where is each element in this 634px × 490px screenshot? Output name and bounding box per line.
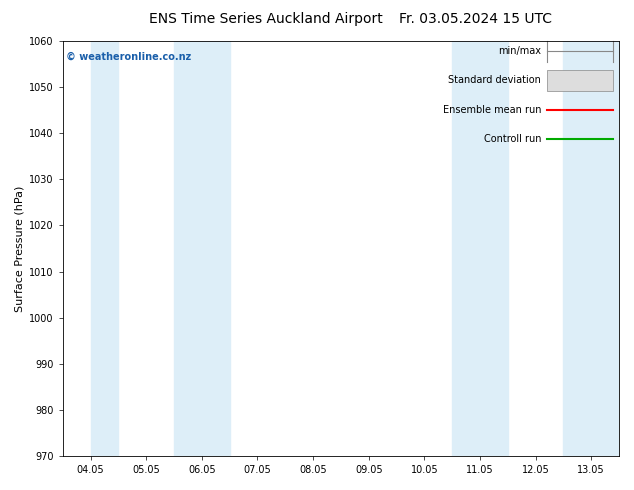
Text: min/max: min/max bbox=[498, 47, 541, 56]
Bar bbox=[452, 41, 508, 456]
Bar bbox=[619, 41, 634, 456]
Text: ENS Time Series Auckland Airport: ENS Time Series Auckland Airport bbox=[150, 12, 383, 26]
Bar bbox=[564, 41, 619, 456]
Text: Fr. 03.05.2024 15 UTC: Fr. 03.05.2024 15 UTC bbox=[399, 12, 552, 26]
Bar bbox=[91, 41, 119, 456]
Y-axis label: Surface Pressure (hPa): Surface Pressure (hPa) bbox=[15, 185, 25, 312]
Text: Ensemble mean run: Ensemble mean run bbox=[443, 104, 541, 115]
Bar bbox=[547, 70, 614, 91]
Bar bbox=[174, 41, 230, 456]
Text: Controll run: Controll run bbox=[484, 134, 541, 144]
Text: © weatheronline.co.nz: © weatheronline.co.nz bbox=[65, 51, 191, 61]
Text: Standard deviation: Standard deviation bbox=[448, 75, 541, 85]
